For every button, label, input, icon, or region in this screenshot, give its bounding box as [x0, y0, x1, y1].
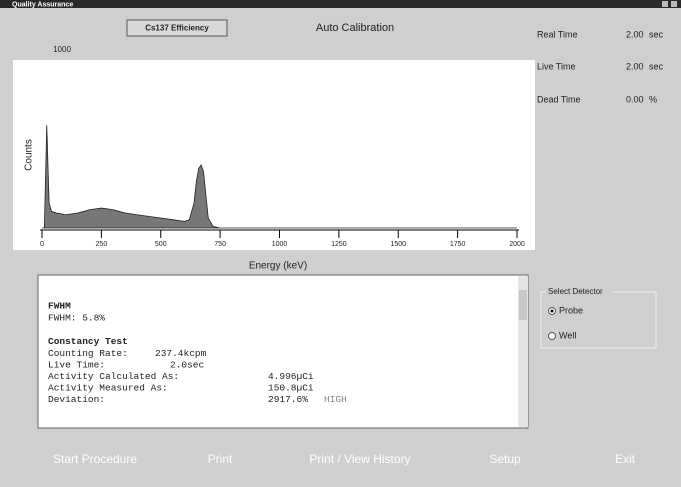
report-label: Deviation:	[48, 394, 105, 405]
bottom-button[interactable]: Exit	[615, 452, 636, 466]
bottom-button[interactable]: Print / View History	[309, 452, 410, 466]
bottom-button[interactable]: Print	[208, 452, 233, 466]
x-tick-label: 1000	[272, 241, 288, 248]
stat-label: Real Time	[537, 29, 578, 39]
scrollbar[interactable]	[518, 276, 528, 427]
stat-unit: %	[649, 94, 657, 104]
report-label: FWHM: 5.8%	[48, 313, 105, 324]
bottom-button[interactable]: Setup	[489, 452, 521, 466]
report-value: 150.8µCi	[268, 383, 314, 394]
stat-label: Dead Time	[537, 94, 581, 104]
stat-unit: sec	[649, 61, 664, 71]
maximize-button[interactable]	[662, 1, 668, 7]
report-value: 4.996µCi	[268, 371, 314, 382]
radio[interactable]	[548, 332, 556, 340]
stat-unit: sec	[649, 29, 664, 39]
close-button[interactable]	[671, 1, 677, 7]
stat-value: 0.00	[626, 94, 644, 104]
x-tick-label: 0	[40, 241, 44, 248]
radio-dot	[550, 309, 554, 313]
report-label: Activity Measured As:	[48, 383, 168, 394]
report-label: Counting Rate:	[48, 348, 128, 359]
stat-value: 2.00	[626, 29, 644, 39]
report-value: 2.0sec	[170, 360, 205, 371]
report-heading: Constancy Test	[48, 336, 128, 347]
x-tick-label: 1250	[331, 241, 347, 248]
bottom-button[interactable]: Start Procedure	[53, 452, 137, 466]
x-tick-label: 500	[155, 241, 167, 248]
spectrum	[42, 125, 517, 229]
y-tick-label: 1000	[53, 45, 71, 54]
report-box	[37, 274, 529, 429]
report-value: 237.4kcpm	[155, 348, 207, 359]
report-label: Activity Calculated As:	[48, 371, 179, 382]
report-heading: FWHM	[48, 301, 71, 312]
detector-title-bg	[546, 287, 612, 297]
y-axis-label: Counts	[24, 139, 35, 171]
detector-title: Select Detector	[548, 287, 603, 296]
efficiency-button-label: Cs137 Efficiency	[145, 24, 209, 33]
x-tick-label: 1750	[450, 241, 466, 248]
x-tick-label: 250	[96, 241, 108, 248]
report-value: 2917.6%	[268, 394, 308, 405]
title-bar	[0, 0, 681, 8]
x-axis-label: Energy (keV)	[249, 261, 307, 272]
scroll-thumb[interactable]	[519, 290, 527, 320]
stat-value: 2.00	[626, 61, 644, 71]
window-title: Quality Assurance	[12, 1, 73, 8]
radio-label[interactable]: Probe	[559, 305, 583, 315]
x-tick-label: 2000	[509, 241, 525, 248]
report-label: Live Time:	[48, 360, 105, 371]
report-flag: HIGH	[324, 394, 347, 405]
x-tick-label: 750	[214, 241, 226, 248]
screen-title: Auto Calibration	[316, 22, 394, 34]
efficiency-button[interactable]	[126, 19, 228, 37]
x-tick-label: 1500	[390, 241, 406, 248]
radio-label[interactable]: Well	[559, 330, 576, 340]
stat-label: Live Time	[537, 61, 576, 71]
